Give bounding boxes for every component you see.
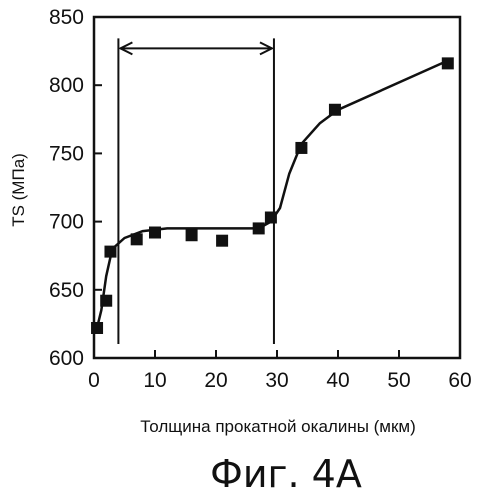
y-tick-label: 650 — [49, 279, 84, 302]
trend-curve — [97, 61, 448, 328]
y-axis-title: TS (МПа) — [9, 153, 28, 227]
data-point — [329, 104, 341, 116]
data-point — [149, 227, 161, 239]
data-point — [131, 233, 143, 245]
trend-line — [97, 61, 448, 328]
plot-frame — [94, 17, 460, 358]
data-point — [216, 235, 228, 247]
y-tick-label: 700 — [49, 211, 84, 234]
x-tick-label: 60 — [448, 369, 471, 392]
plot-border — [94, 17, 460, 358]
figure-label: Фиг. 4А — [210, 452, 362, 496]
data-point — [253, 222, 265, 234]
x-tick-label: 30 — [265, 369, 288, 392]
x-tick-label: 10 — [143, 369, 166, 392]
y-tick-label: 750 — [49, 142, 84, 165]
x-axis-title: Толщина прокатной окалины (мкм) — [140, 417, 416, 436]
data-points — [91, 57, 454, 334]
y-tick-label: 800 — [49, 74, 84, 97]
data-point — [91, 322, 103, 334]
range-markers — [118, 38, 274, 344]
x-axis-ticks: 0 10 20 30 40 50 60 — [88, 350, 472, 392]
data-point — [442, 57, 454, 69]
x-tick-label: 0 — [88, 369, 100, 392]
data-point — [295, 142, 307, 154]
data-point — [104, 246, 116, 258]
y-tick-label: 600 — [49, 347, 84, 370]
x-tick-label: 20 — [204, 369, 227, 392]
x-tick-label: 40 — [326, 369, 349, 392]
data-point — [265, 212, 277, 224]
data-point — [186, 229, 198, 241]
data-point — [100, 295, 112, 307]
x-tick-label: 50 — [387, 369, 410, 392]
y-tick-label: 850 — [49, 6, 84, 29]
